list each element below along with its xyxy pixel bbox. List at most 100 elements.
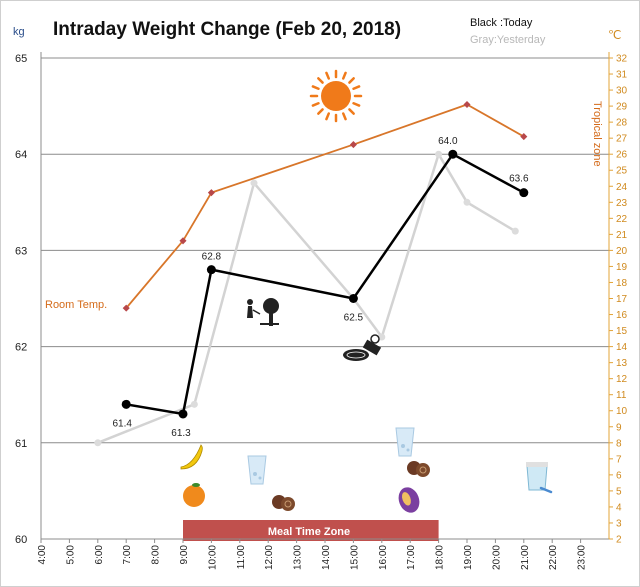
series-room-temp-point (179, 237, 187, 245)
x-tick-label: 7:00 (122, 545, 133, 565)
water-glass-icon (247, 455, 267, 485)
chart-title: Intraday Weight Change (Feb 20, 2018) (53, 19, 401, 40)
y-right-tick-label: 27 (616, 134, 628, 145)
room-temp-label: Room Temp. (45, 299, 107, 311)
series-yesterday-point (250, 179, 258, 187)
y-left-tick-label: 62 (15, 342, 27, 354)
y-right-tick-label: 18 (616, 278, 628, 289)
y-left-tick-label: 61 (15, 438, 27, 450)
sun-ray (317, 77, 324, 84)
y-right-tick-label: 25 (616, 166, 628, 177)
series-room-temp-point (122, 304, 130, 312)
right-axis-label: Tropical zone (591, 101, 603, 167)
series-today-point (448, 149, 458, 159)
x-tick-label: 4:00 (37, 545, 48, 565)
data-label: 62.5 (344, 313, 364, 324)
axes: 6061626364652345678910111213141516171819… (15, 52, 628, 570)
y-right-tick-label: 32 (616, 54, 628, 65)
sun-ray (325, 71, 330, 80)
x-tick-label: 19:00 (463, 545, 474, 570)
y-right-tick-label: 23 (616, 198, 628, 209)
x-tick-label: 23:00 (577, 545, 588, 570)
y-right-tick-label: 5 (616, 486, 622, 497)
x-tick-label: 8:00 (151, 545, 162, 565)
y-right-tick-label: 24 (616, 182, 628, 193)
banana-icon (180, 444, 203, 470)
series-yesterday-point (463, 198, 471, 206)
right-axis-unit: ℃ (608, 28, 621, 42)
y-right-tick-label: 11 (616, 390, 627, 401)
y-right-tick-label: 31 (616, 70, 628, 81)
series-yesterday-point (378, 333, 386, 341)
y-right-tick-label: 29 (616, 102, 628, 113)
x-tick-label: 15:00 (349, 545, 360, 570)
series-yesterday-point (190, 400, 198, 408)
series-room-temp-point (207, 189, 215, 197)
y-right-tick-label: 30 (616, 86, 628, 97)
y-right-tick-label: 28 (616, 118, 628, 129)
y-right-tick-label: 8 (616, 438, 622, 449)
x-tick-label: 22:00 (548, 545, 559, 570)
y-right-tick-label: 10 (616, 406, 628, 417)
x-tick-label: 11:00 (236, 545, 247, 570)
y-right-tick-label: 20 (616, 246, 628, 257)
x-tick-label: 6:00 (94, 545, 105, 565)
left-axis-unit: kg (13, 26, 25, 38)
y-right-tick-label: 17 (616, 294, 628, 305)
sun-icon (309, 69, 363, 123)
y-right-tick-label: 21 (616, 230, 628, 241)
sun-ray (311, 102, 320, 107)
series-yesterday-point (435, 150, 443, 158)
x-tick-label: 9:00 (179, 545, 190, 565)
y-right-tick-label: 4 (616, 502, 622, 513)
data-label: 61.3 (171, 428, 191, 439)
legend-yesterday: Gray:Yesterday (470, 34, 546, 46)
yogurt-icon (526, 462, 553, 494)
y-right-tick-label: 6 (616, 470, 622, 481)
series-yesterday-point (94, 439, 102, 447)
y-right-tick-label: 26 (616, 150, 628, 161)
sun-ray (352, 102, 361, 107)
sweet-potato-icon (398, 487, 420, 513)
sun-ray (325, 112, 330, 121)
chocolate-icon (407, 461, 430, 477)
y-right-tick-label: 7 (616, 454, 622, 465)
x-tick-label: 12:00 (264, 545, 275, 570)
y-left-tick-label: 60 (15, 534, 27, 546)
log-icon (343, 334, 382, 361)
y-right-tick-label: 13 (616, 358, 628, 369)
y-right-tick-label: 16 (616, 310, 628, 321)
x-tick-label: 14:00 (321, 545, 332, 570)
y-right-tick-label: 3 (616, 518, 622, 529)
series-yesterday-line (97, 151, 516, 444)
series-room-temp-point (463, 100, 471, 109)
gardening-icon (247, 298, 279, 326)
x-tick-label: 16:00 (378, 545, 389, 570)
y-right-tick-label: 12 (616, 374, 628, 385)
series-today-line (125, 152, 525, 416)
series-today-point (206, 265, 216, 275)
y-left-tick-label: 63 (15, 245, 27, 257)
sun-ray (342, 112, 347, 121)
data-label: 61.4 (112, 418, 132, 429)
sun-ray (352, 85, 361, 90)
y-right-tick-label: 2 (616, 535, 622, 546)
grid (41, 57, 609, 444)
series-room-temp-point (349, 141, 357, 149)
chocolate-icon (272, 495, 295, 511)
series-room-temp-point (520, 133, 528, 141)
orange-icon (183, 483, 205, 507)
sun-ray (317, 108, 324, 115)
sun-ray (348, 108, 355, 115)
x-tick-label: 21:00 (520, 545, 531, 570)
water-glass-icon (395, 427, 415, 457)
x-tick-label: 18:00 (435, 545, 446, 570)
series-yesterday-point (511, 227, 519, 235)
series-today-point (121, 399, 131, 409)
series-today-point (348, 294, 358, 303)
x-tick-label: 13:00 (293, 545, 304, 570)
y-left-tick-label: 65 (15, 53, 27, 65)
series-today-point (178, 409, 188, 419)
